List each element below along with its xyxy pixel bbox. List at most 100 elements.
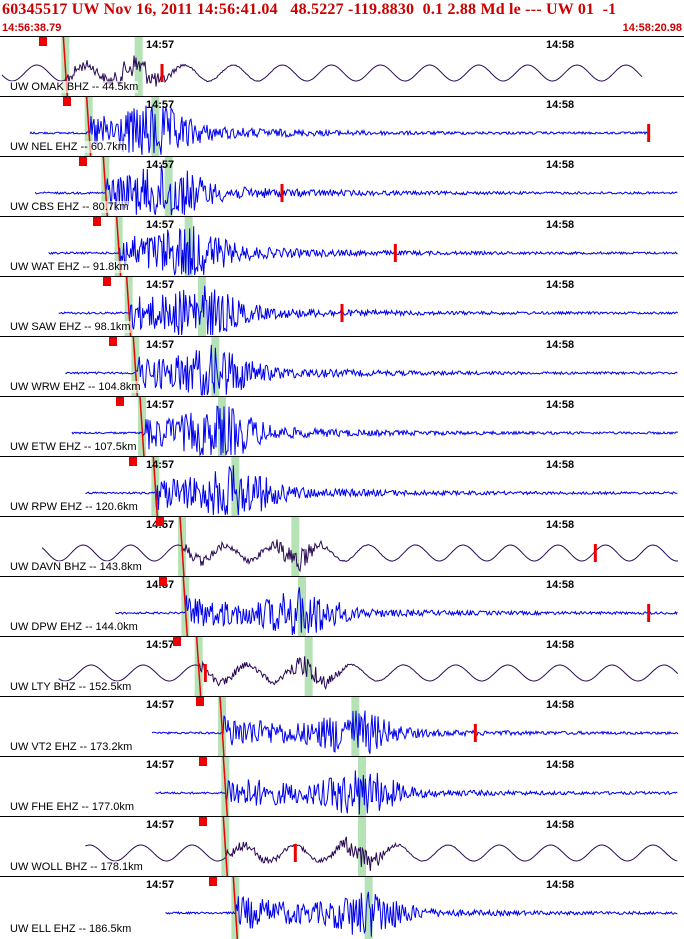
- end-pick-marker[interactable]: [203, 664, 207, 682]
- p-pick-line[interactable]: [219, 697, 225, 757]
- s-window-shade: [304, 637, 313, 697]
- time-tick-label: 14:58: [546, 399, 575, 411]
- p-pick-line[interactable]: [139, 397, 145, 457]
- end-pick-marker[interactable]: [593, 544, 597, 562]
- s-window-shade: [364, 877, 373, 939]
- station-label: UW WOLL BHZ -- 178.1km: [10, 861, 143, 873]
- waveform-line: [29, 105, 649, 156]
- station-label: UW WAT EHZ -- 91.8km: [10, 261, 129, 273]
- waveform-line: [114, 587, 678, 636]
- p-pick-line[interactable]: [182, 577, 189, 637]
- trace-panel: 14:57 14:58 UW ETW EHZ -- 107.5km: [0, 396, 684, 457]
- waveform-line: [34, 164, 678, 216]
- time-tick-label: 14:57: [146, 279, 175, 291]
- p-pick-flag[interactable]: [92, 217, 101, 226]
- s-window-shade: [291, 517, 300, 577]
- end-pick-marker[interactable]: [280, 184, 284, 202]
- s-window-shade: [164, 157, 173, 217]
- seismogram-panels: 14:57 14:58 UW OMAK BHZ -- 44.5km 14:57 14:5…: [0, 36, 684, 939]
- station-label: UW VT2 EHZ -- 173.2km: [10, 741, 133, 753]
- p-pick-flag[interactable]: [199, 817, 208, 826]
- waveform-line: [85, 836, 678, 872]
- time-tick-label: 14:58: [546, 519, 575, 531]
- p-pick-line[interactable]: [179, 517, 185, 577]
- p-pick-flag[interactable]: [79, 157, 88, 166]
- time-tick-label: 14:58: [546, 759, 575, 771]
- time-tick-label: 14:57: [146, 39, 175, 51]
- end-pick-marker[interactable]: [647, 604, 651, 622]
- station-label: UW WRW EHZ -- 104.8km: [10, 381, 141, 393]
- p-pick-line[interactable]: [152, 457, 159, 517]
- p-pick-flag[interactable]: [156, 517, 164, 526]
- time-tick-label: 14:57: [146, 219, 175, 231]
- p-pick-flag[interactable]: [39, 37, 48, 46]
- time-tick-label: 14:58: [546, 579, 575, 591]
- p-pick-flag[interactable]: [209, 877, 218, 886]
- station-label: UW ELL EHZ -- 186.5km: [10, 923, 132, 935]
- waveform-line: [65, 344, 678, 396]
- waveform-line: [155, 770, 678, 815]
- s-window-shade: [184, 217, 193, 277]
- end-pick-marker[interactable]: [293, 844, 297, 862]
- waveform-line: [1, 55, 643, 87]
- p-pick-flag[interactable]: [159, 577, 168, 586]
- trace-panel: 14:57 14:58 UW WOLL BHZ -- 178.1km: [0, 816, 684, 877]
- station-label: UW SAW EHZ -- 98.1km: [10, 321, 131, 333]
- time-tick-label: 14:58: [546, 639, 575, 651]
- time-tick-label: 14:58: [546, 99, 575, 111]
- trace-plot: [58, 637, 679, 697]
- trace-panel: 14:57 14:58 UW FHE EHZ -- 177.0km: [0, 756, 684, 817]
- end-pick-marker[interactable]: [340, 304, 344, 322]
- p-pick-flag[interactable]: [196, 697, 204, 706]
- end-pick-marker[interactable]: [160, 64, 164, 82]
- waveform-line: [48, 226, 678, 276]
- time-tick-label: 14:58: [546, 159, 575, 171]
- p-pick-flag[interactable]: [199, 757, 208, 766]
- trace-plot: [151, 697, 679, 757]
- station-label: UW NEL EHZ -- 60.7km: [10, 141, 127, 153]
- station-label: UW DPW EHZ -- 144.0km: [10, 621, 138, 633]
- waveform-line: [58, 656, 679, 691]
- trace-plot: [41, 517, 679, 577]
- p-pick-line[interactable]: [195, 637, 202, 697]
- station-label: UW ETW EHZ -- 107.5km: [10, 441, 137, 453]
- trace-panel: 14:57 14:58 UW ELL EHZ -- 186.5km: [0, 876, 684, 939]
- waveform-line: [58, 285, 679, 336]
- trace-panel: 14:57 14:58 UW RPW EHZ -- 120.6km: [0, 456, 684, 517]
- station-label: UW RPW EHZ -- 120.6km: [10, 501, 138, 513]
- trace-panel: 14:57 14:58 UW NEL EHZ -- 60.7km: [0, 96, 684, 157]
- trace-plot: [165, 877, 678, 939]
- p-pick-line[interactable]: [222, 817, 229, 877]
- p-pick-flag[interactable]: [102, 277, 111, 286]
- time-tick-label: 14:57: [146, 339, 175, 351]
- s-window-shade: [134, 37, 143, 97]
- time-tick-label: 14:58: [546, 279, 575, 291]
- time-tick-label: 14:57: [146, 159, 175, 171]
- time-tick-label: 14:58: [546, 879, 575, 891]
- trace-plot: [155, 757, 678, 817]
- p-pick-flag[interactable]: [116, 397, 124, 406]
- waveform-line: [165, 891, 678, 937]
- end-pick-marker[interactable]: [393, 244, 397, 262]
- end-pick-marker[interactable]: [647, 124, 651, 142]
- time-tick-label: 14:58: [546, 699, 575, 711]
- trace-panel: 14:57 14:58 UW OMAK BHZ -- 44.5km: [0, 36, 684, 97]
- p-pick-line[interactable]: [232, 877, 239, 939]
- p-pick-flag[interactable]: [62, 97, 71, 106]
- time-tick-label: 14:58: [546, 459, 575, 471]
- time-tick-label: 14:57: [146, 819, 175, 831]
- end-pick-marker[interactable]: [473, 724, 477, 742]
- p-pick-flag[interactable]: [109, 337, 118, 346]
- window-start-time: 14:56:38.79: [2, 22, 62, 34]
- time-tick-label: 14:57: [146, 759, 175, 771]
- trace-panel: 14:57 14:58 UW LTY BHZ -- 152.5km: [0, 636, 684, 697]
- waveform-line: [41, 539, 679, 573]
- waveform-line: [71, 405, 679, 457]
- p-pick-flag[interactable]: [172, 637, 181, 646]
- time-tick-label: 14:57: [146, 99, 175, 111]
- p-pick-line[interactable]: [222, 757, 229, 817]
- trace-plot: [114, 577, 678, 637]
- p-pick-flag[interactable]: [129, 457, 138, 466]
- time-tick-label: 14:58: [546, 819, 575, 831]
